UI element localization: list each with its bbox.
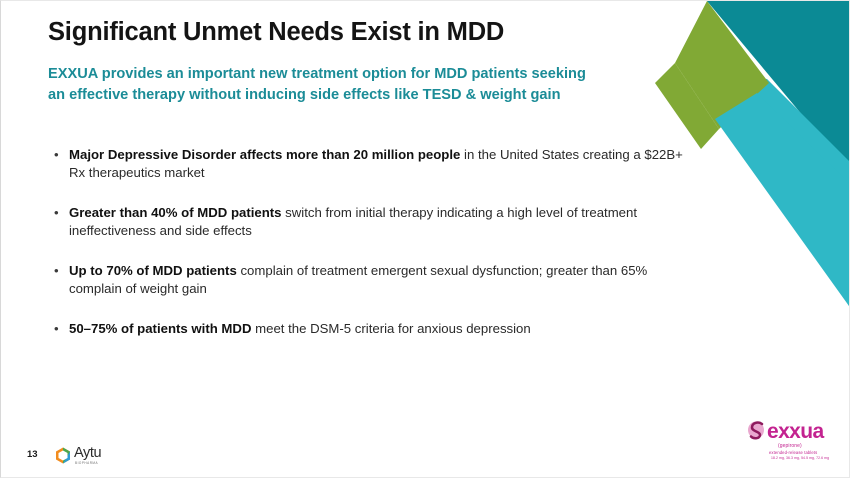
bullet-body-text: complain of treatment emergent sexual dy… [69, 263, 648, 296]
aytu-wordmark-group: Aytu BIOPHARMA [74, 445, 102, 466]
list-item: • Up to 70% of MDD patients complain of … [51, 262, 701, 297]
cyan-blade-lower-shape [715, 93, 849, 306]
exxua-generic-name: (gepirone) [778, 443, 802, 449]
aytu-wordmark: Aytu [74, 445, 102, 462]
list-item: • 50–75% of patients with MDD meet the D… [51, 320, 701, 338]
bullet-body-text: in the United States creating a $22B+ Rx… [69, 147, 683, 180]
bullet-lead-text: Major Depressive Disorder affects more t… [69, 147, 461, 162]
exxua-formulation: extended-release tablets [769, 450, 818, 455]
aytu-logo: Aytu BIOPHARMA [55, 445, 102, 466]
bullet-body-text: switch from initial therapy indicating a… [69, 205, 638, 238]
list-item: • Greater than 40% of MDD patients switc… [51, 204, 701, 239]
bullet-lead-text: Up to 70% of MDD patients [69, 263, 237, 279]
page-number: 13 [27, 449, 38, 460]
bullet-lead-text: 50–75% of patients with MDD [69, 321, 252, 337]
bullet-body-text: meet the DSM-5 criteria for anxious depr… [251, 321, 531, 337]
exxua-wordmark: exxua [767, 419, 824, 443]
exxua-strengths: 18.2 mg, 36.3 mg, 54.5 mg, 72.6 mg [771, 456, 830, 460]
bullet-lead-text: Greater than 40% of MDD patients [69, 205, 282, 221]
subtitle-line-1: EXXUA provides an important new treatmen… [48, 66, 586, 82]
exxua-swirl-icon [748, 421, 764, 440]
exxua-wordmark-row: exxua [747, 419, 824, 443]
subtitle-line-2: an effective therapy without inducing si… [48, 86, 561, 103]
list-item: • Major Depressive Disorder affects more… [51, 146, 701, 181]
cyan-triangle-shape [721, 73, 849, 306]
bullet-dot-icon: • [54, 205, 59, 221]
bullet-dot-icon: • [54, 263, 59, 279]
page-title: Significant Unmet Needs Exist in MDD [48, 18, 505, 46]
bullet-dot-icon: • [54, 147, 59, 162]
aytu-hexagon-icon [56, 447, 70, 464]
bullet-dot-icon: • [54, 321, 59, 337]
aytu-tagline: BIOPHARMA [75, 460, 99, 466]
bullet-list: • Major Depressive Disorder affects more… [51, 146, 701, 338]
teal-triangle-shape [707, 1, 849, 171]
exxua-logo: exxua (gepirone) extended-release tablet… [747, 417, 837, 465]
subtitle: EXXUA provides an important new treatmen… [48, 64, 708, 105]
